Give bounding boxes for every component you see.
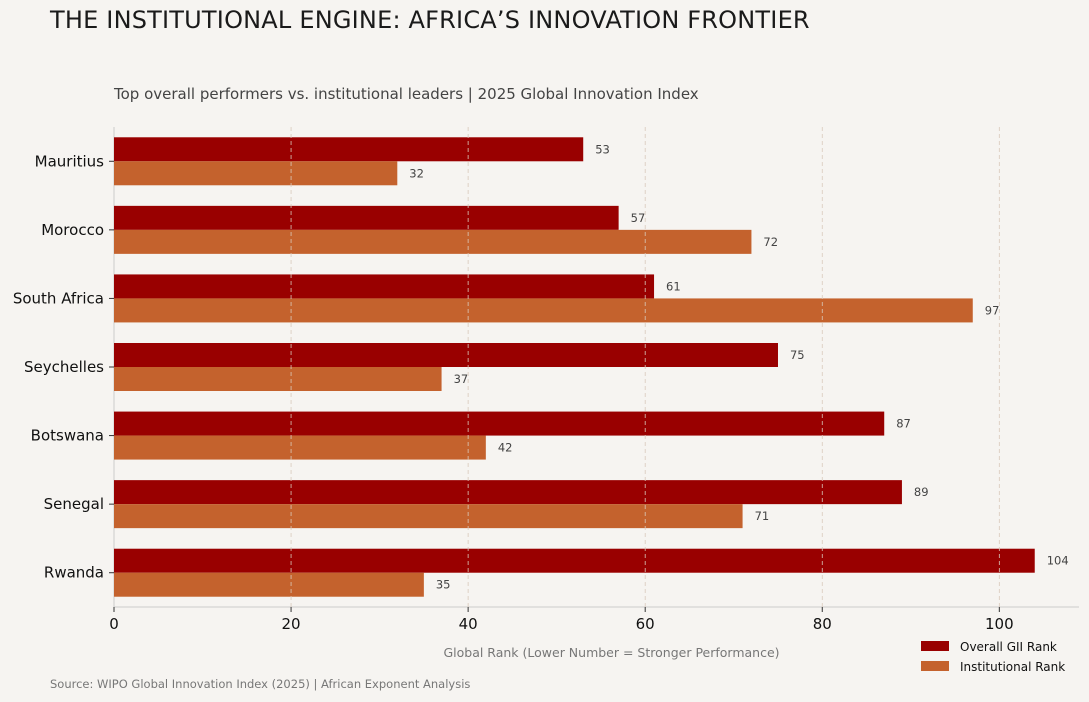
bar-institutional <box>114 504 743 529</box>
x-tick-label: 20 <box>282 615 301 633</box>
data-label: 104 <box>1047 554 1069 568</box>
bar-overall <box>114 343 778 367</box>
bar-overall <box>114 205 619 230</box>
data-label: 32 <box>409 166 424 180</box>
x-tick-label: 80 <box>813 615 832 633</box>
bar-institutional <box>114 229 752 254</box>
bar-institutional <box>114 435 486 460</box>
bar-overall <box>114 137 584 162</box>
chart-subtitle: Top overall performers vs. institutional… <box>114 85 699 103</box>
y-tick-label: South Africa <box>13 289 104 307</box>
data-label: 42 <box>498 441 513 455</box>
source-note: Source: WIPO Global Innovation Index (20… <box>50 677 471 691</box>
x-tick-label: 0 <box>109 615 119 633</box>
bar-institutional <box>114 161 398 186</box>
data-label: 97 <box>985 303 1000 317</box>
y-tick-label: Mauritius <box>35 152 105 170</box>
bar-overall <box>114 274 655 299</box>
y-tick-label: Seychelles <box>24 358 104 376</box>
x-tick-label: 40 <box>459 615 478 633</box>
data-label: 71 <box>755 509 770 523</box>
legend-label: Institutional Rank <box>960 660 1065 674</box>
bar-institutional <box>114 367 442 391</box>
data-label: 57 <box>631 211 646 225</box>
data-label: 35 <box>436 578 451 592</box>
data-label: 87 <box>896 417 911 431</box>
data-label: 37 <box>454 372 469 386</box>
data-label: 53 <box>595 142 610 156</box>
x-axis-label: Global Rank (Lower Number = Stronger Per… <box>443 645 779 660</box>
bar-institutional <box>114 298 973 323</box>
legend-label: Overall GII Rank <box>960 640 1057 654</box>
y-tick-label: Senegal <box>44 495 104 513</box>
y-tick-label: Rwanda <box>44 564 104 582</box>
data-label: 72 <box>763 235 778 249</box>
bar-institutional <box>114 572 424 597</box>
legend-swatch <box>921 641 949 651</box>
y-tick-label: Morocco <box>41 221 104 239</box>
data-label: 89 <box>914 485 929 499</box>
legend-swatch <box>921 661 949 671</box>
bar-overall <box>114 548 1035 573</box>
data-label: 61 <box>666 279 681 293</box>
bar-overall <box>114 411 885 436</box>
x-tick-label: 60 <box>636 615 655 633</box>
data-label: 75 <box>790 348 805 362</box>
y-tick-label: Botswana <box>31 427 104 445</box>
chart-title: THE INSTITUTIONAL ENGINE: AFRICA’S INNOV… <box>50 6 810 34</box>
x-tick-label: 100 <box>985 615 1014 633</box>
bar-overall <box>114 480 902 505</box>
